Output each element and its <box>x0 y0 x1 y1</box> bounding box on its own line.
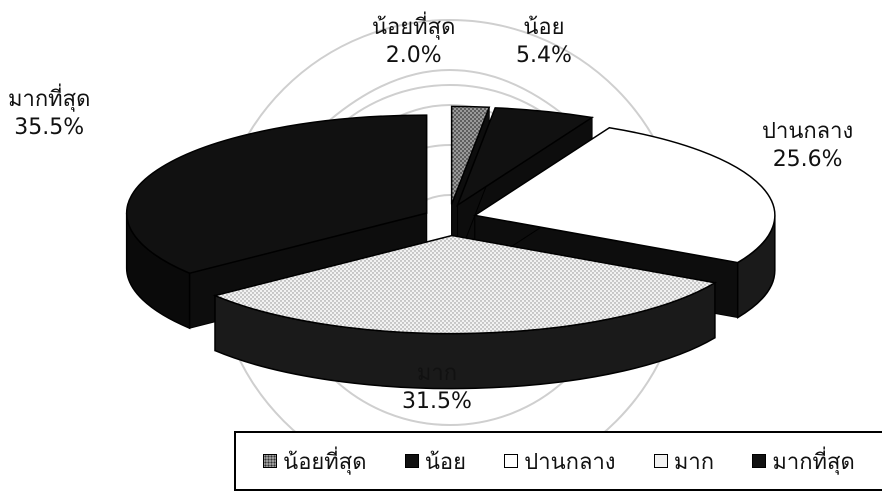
label-slice-3: มาก 31.5% <box>402 361 472 414</box>
label-slice-0: น้อยที่สุด 2.0% <box>372 15 456 68</box>
legend-item-1: น้อย <box>404 444 466 479</box>
pie-slice-top-2 <box>472 126 776 264</box>
pie-slice-top-3 <box>212 234 718 335</box>
legend-swatch-0 <box>263 454 278 468</box>
legend-item-4: มากที่สุด <box>752 444 855 479</box>
legend-swatch-3 <box>653 454 668 468</box>
pie-slice-top-0 <box>450 105 491 205</box>
legend-swatch-4 <box>752 454 767 468</box>
pie-slice-3 <box>212 234 718 390</box>
label-slice-2: ปานกลาง 25.6% <box>762 119 854 172</box>
legend-item-3: มาก <box>653 444 715 479</box>
legend-item-2: ปานกลาง <box>504 444 616 479</box>
legend-swatch-2 <box>504 454 519 468</box>
label-slice-4: มากที่สุด 35.5% <box>8 87 91 140</box>
legend-label-4: มากที่สุด <box>772 449 855 475</box>
legend: น้อยที่สุด น้อย ปานกลาง มาก มากที่สุด <box>234 431 882 491</box>
legend-label-3: มาก <box>673 449 715 475</box>
legend-item-0: น้อยที่สุด <box>263 444 367 479</box>
legend-swatch-1 <box>404 454 419 468</box>
legend-label-0: น้อยที่สุด <box>283 449 367 475</box>
pie-slice-top-1 <box>456 107 595 207</box>
legend-label-1: น้อย <box>424 449 466 475</box>
legend-label-2: ปานกลาง <box>524 449 616 475</box>
pie-slice-top-4 <box>125 114 428 274</box>
label-slice-1: น้อย 5.4% <box>516 15 572 68</box>
